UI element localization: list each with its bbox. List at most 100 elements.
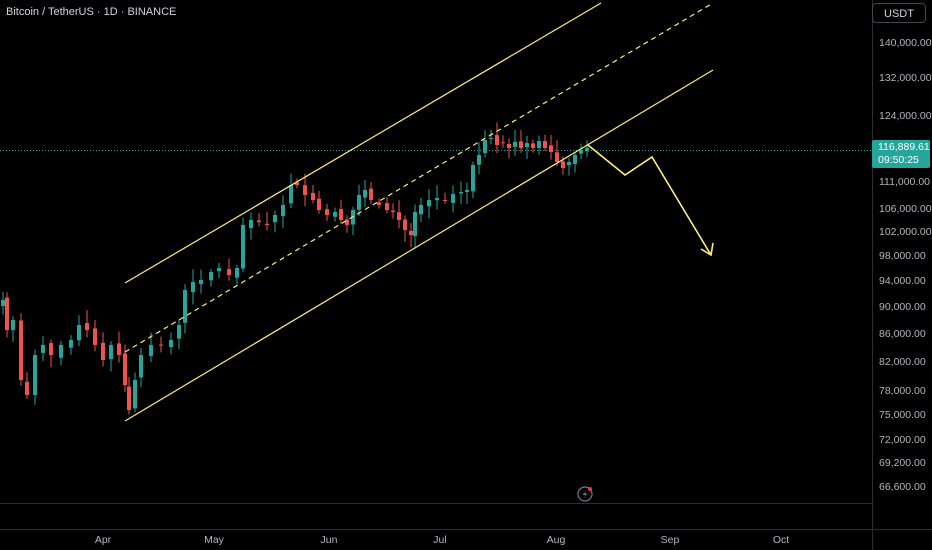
candle-body bbox=[317, 198, 321, 210]
candle-body bbox=[427, 200, 431, 207]
candle-body bbox=[159, 344, 163, 346]
candle-body bbox=[501, 142, 505, 144]
current-price-value: 116,889.61 bbox=[878, 141, 930, 153]
candle-body bbox=[369, 188, 373, 200]
symbol-legend[interactable]: Bitcoin / TetherUS · 1D · BINANCE bbox=[6, 6, 177, 18]
candle-body bbox=[241, 225, 245, 269]
candle-body bbox=[345, 219, 349, 225]
candle-body bbox=[85, 323, 89, 330]
candle-body bbox=[69, 340, 73, 348]
candle-body bbox=[495, 135, 499, 145]
price-axis[interactable]: 140,000.00 132,000.00 124,000.00 111,000.00… bbox=[879, 37, 932, 493]
candle-body bbox=[549, 145, 553, 152]
price-tick-label: 78,000.00 bbox=[879, 385, 926, 397]
candlestick-series bbox=[1, 122, 589, 415]
currency-button[interactable]: USDT bbox=[872, 3, 926, 23]
candle-body bbox=[409, 230, 413, 235]
candle-body bbox=[513, 142, 517, 147]
price-tick-label: 82,000.00 bbox=[879, 356, 926, 368]
price-tick-label: 132,000.00 bbox=[879, 72, 932, 84]
candle-body bbox=[235, 268, 239, 278]
candle-body bbox=[123, 353, 127, 385]
candle-body bbox=[209, 272, 213, 281]
candle-body bbox=[191, 282, 195, 293]
candle-body bbox=[217, 268, 221, 272]
candle-body bbox=[199, 280, 203, 285]
price-tick-label: 66,600.00 bbox=[879, 481, 926, 493]
candle-body bbox=[413, 212, 417, 237]
projection-path-drawing[interactable] bbox=[587, 144, 714, 257]
candle-body bbox=[573, 155, 577, 165]
candle-body bbox=[11, 320, 15, 331]
candle-body bbox=[357, 195, 361, 210]
price-tick-label: 102,000.00 bbox=[879, 226, 932, 238]
candle-body bbox=[543, 141, 547, 148]
candle-body bbox=[339, 209, 343, 220]
candle-body bbox=[59, 345, 63, 358]
candle-body bbox=[273, 215, 277, 223]
candle-body bbox=[149, 345, 153, 356]
candle-body bbox=[249, 220, 253, 228]
candle-body bbox=[477, 155, 481, 165]
time-axis[interactable]: Apr May Jun Jul Aug Sep Oct bbox=[95, 534, 789, 546]
candle-body bbox=[443, 199, 447, 201]
candle-body bbox=[93, 328, 97, 345]
price-tick-label: 69,200.00 bbox=[879, 457, 926, 469]
candle-body bbox=[377, 202, 381, 205]
time-tick-label: Sep bbox=[661, 534, 680, 546]
current-price-tag: 116,889.61 09:50:25 bbox=[872, 140, 930, 168]
channel-upper-line[interactable] bbox=[124, 2, 602, 284]
candle-body bbox=[419, 205, 423, 215]
time-tick-label: Jul bbox=[433, 534, 446, 546]
candle-body bbox=[561, 161, 565, 168]
candle-body bbox=[537, 141, 541, 148]
candle-body bbox=[295, 182, 299, 185]
time-tick-label: Oct bbox=[773, 534, 789, 546]
candle-body bbox=[483, 140, 487, 153]
channel-lower-line[interactable] bbox=[124, 69, 714, 422]
candle-body bbox=[489, 138, 493, 139]
time-tick-label: Aug bbox=[547, 534, 566, 546]
candle-body bbox=[459, 192, 463, 194]
price-tick-label: 72,000.00 bbox=[879, 434, 926, 446]
candle-body bbox=[19, 320, 23, 380]
bar-countdown: 09:50:25 bbox=[878, 154, 919, 166]
candle-body bbox=[177, 325, 181, 339]
candle-body bbox=[77, 325, 81, 341]
projection-path[interactable] bbox=[587, 144, 712, 256]
candle-body bbox=[325, 209, 329, 215]
candle-body bbox=[227, 269, 231, 275]
candle-body bbox=[101, 342, 105, 360]
candle-body bbox=[139, 355, 143, 378]
channel-midline[interactable] bbox=[124, 2, 714, 353]
candle-body bbox=[471, 165, 475, 192]
candle-body bbox=[451, 194, 455, 203]
time-tick-label: Jun bbox=[321, 534, 338, 546]
price-tick-label: 124,000.00 bbox=[879, 110, 932, 122]
candle-body bbox=[403, 219, 407, 230]
price-tick-label: 90,000.00 bbox=[879, 301, 926, 313]
candle-body bbox=[257, 220, 261, 222]
lightning-icon[interactable] bbox=[577, 486, 593, 502]
candle-body bbox=[519, 141, 523, 148]
candle-body bbox=[303, 185, 307, 195]
candle-body bbox=[133, 380, 137, 409]
candle-body bbox=[117, 343, 121, 355]
arrow-head-icon bbox=[700, 242, 714, 257]
channel-drawing[interactable] bbox=[124, 2, 714, 422]
candle-body bbox=[289, 185, 293, 204]
candle-body bbox=[363, 190, 367, 198]
candle-body bbox=[311, 192, 315, 200]
candle-body bbox=[579, 150, 583, 154]
price-tick-label: 94,000.00 bbox=[879, 275, 926, 287]
candle-body bbox=[5, 297, 9, 330]
price-tick-label: 86,000.00 bbox=[879, 328, 926, 340]
candle-body bbox=[435, 198, 439, 201]
candle-body bbox=[507, 143, 511, 148]
candle-body bbox=[465, 190, 469, 193]
candle-body bbox=[531, 143, 535, 148]
candle-body bbox=[25, 381, 29, 395]
candle-body bbox=[41, 345, 45, 353]
